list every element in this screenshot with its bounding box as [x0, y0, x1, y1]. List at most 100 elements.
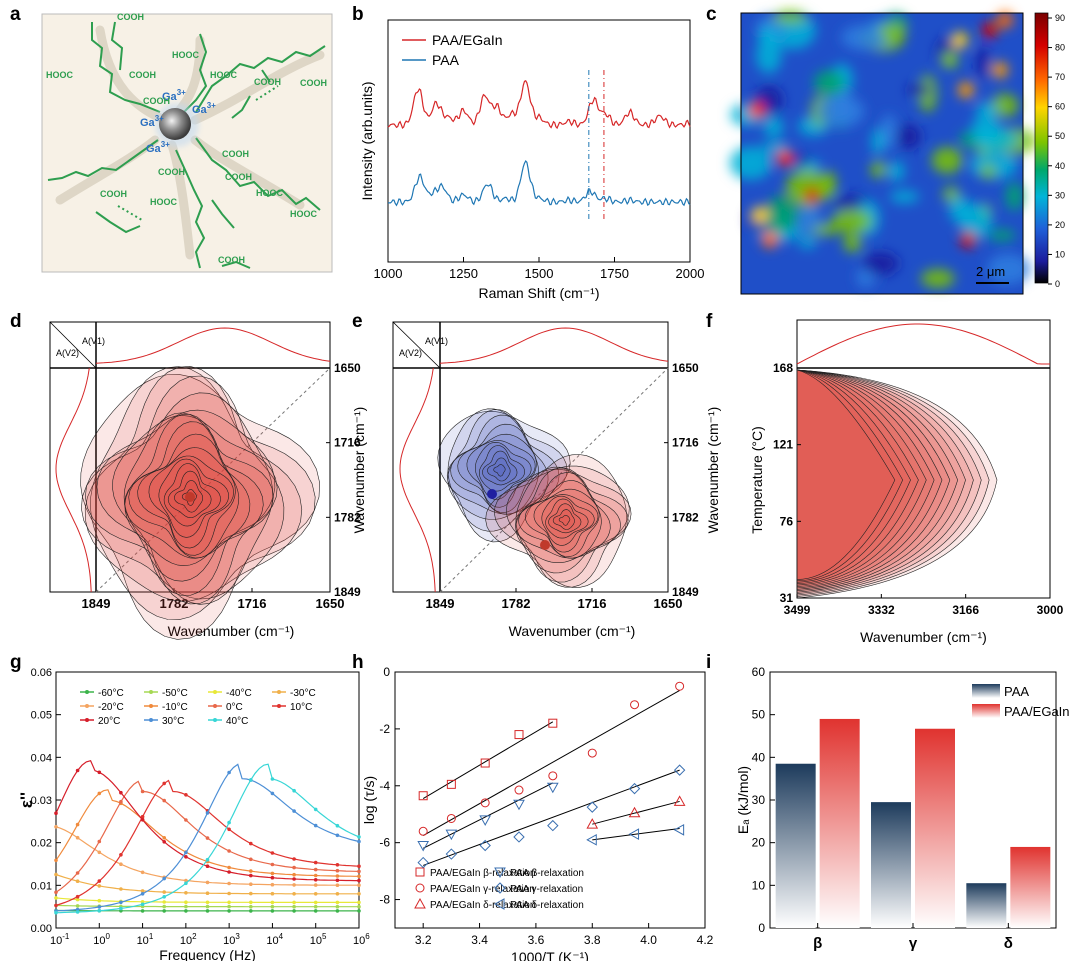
x-tick-label: 3.2 [415, 933, 432, 947]
y-tick-label: -8 [379, 893, 390, 907]
y-axis-label: Intensity (arb.units) [359, 81, 375, 200]
x-tick-label: δ [1004, 935, 1013, 952]
data-point [54, 891, 58, 895]
bar [776, 764, 816, 928]
panel-label-b: b [352, 4, 364, 25]
data-point [227, 849, 231, 853]
data-point [588, 749, 596, 757]
x-tick-label: 3000 [1037, 603, 1064, 617]
data-point [227, 771, 231, 775]
data-point [162, 799, 166, 803]
data-point [415, 899, 425, 908]
data-point [336, 905, 340, 909]
data-point [249, 909, 253, 913]
corner-label-v2: A(V2) [399, 348, 422, 358]
data-point [76, 895, 80, 899]
x-tick-label: 3.4 [471, 933, 488, 947]
data-point [119, 887, 123, 891]
projection-spectrum [400, 368, 435, 592]
y-tick-label: 0.00 [31, 923, 52, 935]
data-point [141, 903, 145, 907]
colorbar-tick-label: 80 [1055, 43, 1065, 53]
data-point [184, 818, 188, 822]
legend-label: -20°C [98, 702, 124, 713]
data-point [292, 877, 296, 881]
colorbar [1035, 13, 1048, 283]
data-point [54, 904, 58, 908]
data-point [675, 825, 684, 835]
data-point [357, 905, 361, 909]
legend-label: -40°C [226, 688, 252, 699]
corner-label-v2: A(V2) [56, 348, 79, 358]
data-point [314, 883, 318, 887]
bar [871, 802, 911, 928]
corner-label-v1: A(V1) [82, 336, 105, 346]
legend-label: -50°C [162, 688, 188, 699]
data-point [249, 882, 253, 886]
data-point [98, 879, 102, 883]
data-point [271, 883, 275, 887]
data-point [336, 901, 340, 905]
y-axis-label: log (τ/s) [361, 776, 377, 824]
y-tick-label: 1650 [672, 361, 699, 375]
y-tick-label: 76 [780, 514, 794, 528]
fit-line [423, 690, 679, 835]
data-point [357, 901, 361, 905]
data-point [162, 836, 166, 840]
bar [820, 719, 860, 928]
data-point [357, 870, 361, 874]
data-point [419, 827, 427, 835]
data-point [98, 909, 102, 913]
series-line [388, 161, 690, 205]
legend-label: 30°C [162, 716, 184, 727]
colorbar-tick-label: 70 [1055, 72, 1065, 82]
x-tick-label: 3499 [784, 603, 811, 617]
data-point [54, 873, 58, 877]
data-point [314, 892, 318, 896]
data-point [336, 909, 340, 913]
data-point [162, 877, 166, 881]
legend-label: PAA/EGaIn [432, 32, 503, 48]
panel-label-e: e [352, 311, 363, 332]
cooh-label: COOH [129, 70, 156, 80]
x-tick-label: 1716 [578, 596, 607, 611]
data-point [271, 863, 275, 867]
colorbar-tick-label: 50 [1055, 131, 1065, 141]
data-point [292, 905, 296, 909]
x-tick-label: 1716 [238, 596, 267, 611]
data-point [76, 769, 80, 773]
data-point [336, 883, 340, 887]
data-point [119, 901, 123, 905]
cooh-label: COOH [143, 96, 170, 106]
data-point [314, 861, 318, 865]
data-point [416, 868, 424, 876]
series-line [388, 81, 690, 128]
data-point [54, 859, 58, 863]
data-point [249, 905, 253, 909]
data-point [227, 866, 231, 870]
cooh-label: COOH [254, 77, 281, 87]
data-point [54, 911, 58, 915]
data-point [54, 811, 58, 815]
projection-spectrum [797, 324, 1050, 364]
x-tick-label: 102 [180, 932, 197, 947]
data-point [271, 892, 275, 896]
cooh-label: COOH [100, 189, 127, 199]
colorbar-tick-label: 90 [1055, 13, 1065, 23]
x-axis-label: Frequency (Hz) [159, 947, 255, 961]
data-point [271, 851, 275, 855]
hooc-label: HOOC [172, 50, 200, 60]
legend-label: 20°C [98, 716, 120, 727]
data-point [631, 701, 639, 709]
y-tick-label: 40 [752, 750, 766, 764]
data-point [515, 786, 523, 794]
data-point [249, 842, 253, 846]
data-point [249, 874, 253, 878]
data-point [227, 821, 231, 825]
data-point [336, 892, 340, 896]
legend-label: PAA [1004, 684, 1029, 699]
data-point [357, 892, 361, 896]
